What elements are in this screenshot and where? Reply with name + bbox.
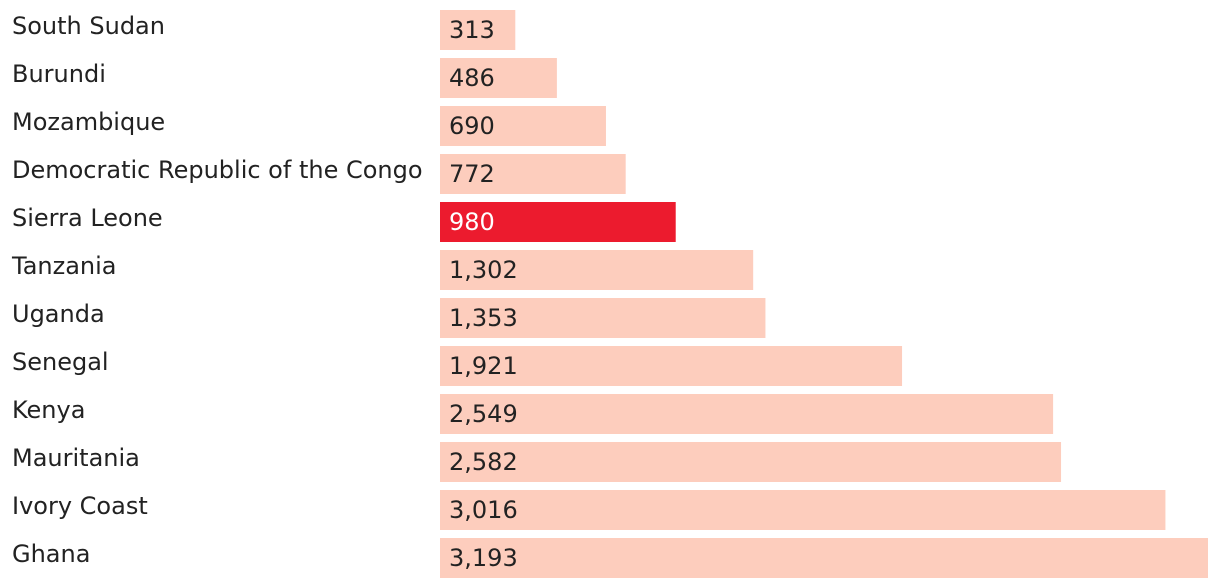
bar [440, 298, 766, 338]
bar [440, 250, 754, 290]
category-label: Burundi [12, 60, 106, 88]
bar [440, 490, 1166, 530]
bar-value-label: 3,193 [449, 544, 518, 572]
bar [440, 538, 1208, 578]
bar-row: Democratic Republic of the Congo 772 [12, 154, 626, 194]
category-label: Ivory Coast [12, 492, 148, 520]
bar-row: Burundi 486 [12, 58, 557, 98]
bar-value-label: 980 [449, 208, 495, 236]
highlighted-bar [440, 202, 676, 242]
bar-row: Mauritania 2,582 [12, 442, 1062, 482]
bar [440, 106, 606, 146]
bar-row: Sierra Leone 980 [12, 202, 676, 242]
bar-value-label: 3,016 [449, 496, 518, 524]
bar-value-label: 2,582 [449, 448, 518, 476]
bar-row: Mozambique 690 [12, 106, 606, 146]
bar-value-label: 1,302 [449, 256, 518, 284]
category-label: Mozambique [12, 108, 165, 136]
bar-row: Kenya 2,549 [12, 394, 1054, 434]
category-label: Kenya [12, 396, 85, 424]
bar-value-label: 486 [449, 64, 495, 92]
bar-row: Ivory Coast 3,016 [12, 490, 1166, 530]
bar-value-label: 1,921 [449, 352, 518, 380]
category-label: Tanzania [11, 252, 117, 280]
bar-value-label: 772 [449, 160, 495, 188]
category-label: Democratic Republic of the Congo [12, 156, 423, 184]
category-label: South Sudan [12, 12, 165, 40]
category-label: Ghana [12, 540, 90, 568]
bar-row: Tanzania 1,302 [11, 250, 754, 290]
bar [440, 10, 516, 50]
category-label: Senegal [12, 348, 109, 376]
bar-value-label: 313 [449, 16, 495, 44]
bar [440, 58, 557, 98]
bar-row: Ghana 3,193 [12, 538, 1208, 578]
bar-value-label: 690 [449, 112, 495, 140]
bar-row: South Sudan 313 [12, 10, 516, 50]
bar-value-label: 1,353 [449, 304, 518, 332]
bar [440, 154, 626, 194]
bar-row: Uganda 1,353 [12, 298, 766, 338]
category-label: Sierra Leone [12, 204, 163, 232]
bar [440, 346, 903, 386]
bar [440, 394, 1054, 434]
category-label: Mauritania [12, 444, 140, 472]
category-label: Uganda [12, 300, 105, 328]
bar-value-label: 2,549 [449, 400, 518, 428]
bar [440, 442, 1062, 482]
bar-row: Senegal 1,921 [12, 346, 903, 386]
